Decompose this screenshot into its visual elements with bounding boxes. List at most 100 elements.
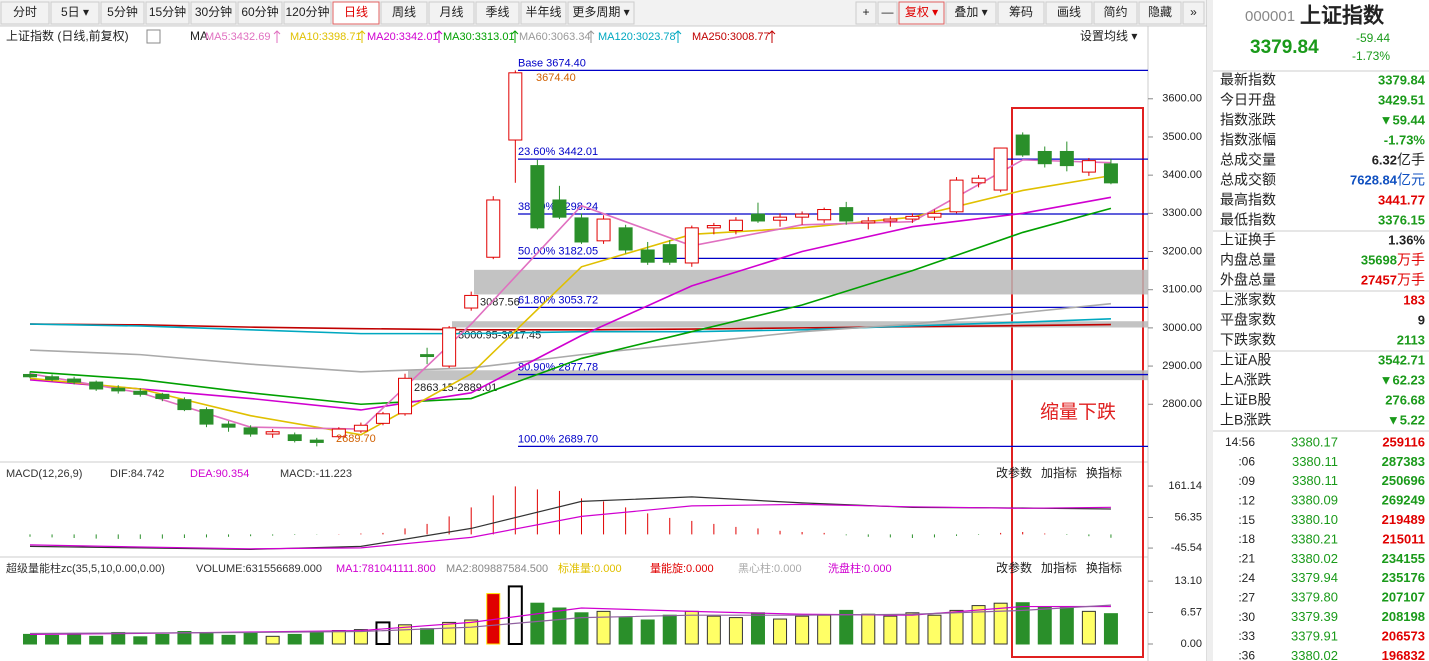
y-tick-label: 3200.00: [1162, 245, 1202, 257]
tool-label[interactable]: 叠加 ▾: [954, 5, 987, 19]
fib-label: 23.60% 3442.01: [518, 146, 598, 158]
tab-label[interactable]: 120分钟: [285, 4, 329, 19]
row-value: 9: [1418, 312, 1425, 327]
tab[interactable]: [50, 1, 100, 25]
volume-bar: [287, 633, 302, 645]
tool-button[interactable]: [1182, 1, 1205, 25]
row-label: 上证A股: [1220, 352, 1271, 368]
trade-price: 3380.02: [1291, 551, 1338, 566]
candle-body: [1103, 163, 1118, 184]
candle-body: [1059, 150, 1074, 167]
candle-body: [67, 378, 82, 383]
ma-line: [29, 174, 1112, 436]
candle-body: [420, 354, 435, 358]
tab-label[interactable]: 15分钟: [149, 4, 186, 19]
tab[interactable]: [475, 1, 520, 25]
candle-body: [243, 427, 258, 435]
tab-label[interactable]: 更多周期 ▾: [572, 5, 629, 19]
volume-bar: [177, 631, 192, 645]
tab[interactable]: [428, 1, 475, 25]
trade-price: 3379.80: [1291, 590, 1338, 605]
tab[interactable]: [283, 1, 332, 25]
row-value: ▼5.22: [1387, 412, 1425, 427]
panel-button[interactable]: 改参数: [996, 465, 1032, 480]
fib-label: 100.0% 2689.70: [518, 433, 598, 445]
quote-change: -59.44: [1356, 31, 1390, 45]
candle-body: [552, 199, 567, 218]
tool-button[interactable]: [1138, 1, 1182, 25]
tool-button[interactable]: [997, 1, 1045, 25]
trade-price: 3380.02: [1291, 648, 1338, 661]
trade-volume: 206573: [1382, 628, 1425, 643]
volume-bar: [773, 618, 788, 645]
tool-button[interactable]: [877, 1, 898, 25]
row-value: 7628.84: [1350, 172, 1398, 187]
panel-button[interactable]: 改参数: [996, 560, 1032, 575]
ma-line: [29, 207, 1112, 406]
tab[interactable]: [567, 1, 635, 25]
panel-button[interactable]: 换指标: [1086, 560, 1122, 575]
tab-label[interactable]: 季线: [485, 5, 509, 19]
tab[interactable]: [190, 1, 237, 25]
tab[interactable]: [332, 1, 380, 25]
tab-label[interactable]: 5日 ▾: [61, 5, 89, 19]
trade-time: 14:56: [1225, 435, 1255, 449]
tool-label[interactable]: 隐藏: [1148, 5, 1172, 19]
tab-label[interactable]: 分时: [13, 5, 37, 19]
trade-price: 3379.91: [1291, 628, 1338, 643]
ma-legend: MA5:3432.69: [205, 31, 270, 43]
tab[interactable]: [145, 1, 190, 25]
tool-button[interactable]: [945, 1, 997, 25]
volume-bar: [927, 614, 942, 645]
candle-body: [750, 213, 765, 222]
fib-label: Base 3674.40: [518, 57, 586, 69]
tool-button[interactable]: [1093, 1, 1138, 25]
tool-button[interactable]: [855, 1, 877, 25]
tool-label[interactable]: +: [862, 5, 869, 19]
panel-button[interactable]: 加指标: [1041, 560, 1077, 575]
tab-label[interactable]: 周线: [392, 5, 416, 19]
panel-button[interactable]: 换指标: [1086, 465, 1122, 480]
ma-setting[interactable]: 设置均线 ▾: [1080, 29, 1137, 43]
help-icon[interactable]: [146, 29, 161, 44]
volume-bar: [993, 602, 1008, 645]
ma-arrow: [273, 30, 281, 43]
volume-label: 超级量能柱zc(35,5,10,0.00,0.00): [6, 561, 165, 575]
tab-label[interactable]: 60分钟: [241, 4, 278, 19]
tool-label[interactable]: »: [1190, 5, 1197, 19]
volume-label: VOLUME:631556689.000: [196, 563, 322, 575]
gap-label: 3087.56: [480, 296, 520, 308]
ma-arrow: [674, 30, 682, 43]
fib-label: 50.00% 3182.05: [518, 245, 598, 257]
tab[interactable]: [520, 1, 567, 25]
tool-button[interactable]: [1045, 1, 1093, 25]
tool-label[interactable]: 简约: [1103, 4, 1127, 19]
tab-label[interactable]: 月线: [439, 5, 463, 19]
tab[interactable]: [0, 1, 50, 25]
splitter[interactable]: [1207, 0, 1213, 661]
tool-label[interactable]: 筹码: [1009, 5, 1033, 19]
tab[interactable]: [100, 1, 145, 25]
candle-body: [905, 215, 920, 220]
tab-label[interactable]: 5分钟: [107, 4, 138, 19]
tool-label[interactable]: —: [882, 5, 894, 19]
tool-label[interactable]: 画线: [1057, 5, 1081, 19]
tab[interactable]: [380, 1, 428, 25]
fib-label: 61.80% 3053.72: [518, 294, 598, 306]
candle-body: [618, 227, 633, 251]
tab-label[interactable]: 日线: [344, 5, 368, 19]
tab[interactable]: [237, 1, 283, 25]
panel-button[interactable]: 加指标: [1041, 465, 1077, 480]
tab-label[interactable]: 30分钟: [195, 4, 232, 19]
trade-price: 3380.11: [1292, 473, 1338, 488]
tool-label[interactable]: 复权 ▾: [905, 5, 938, 19]
volume-bar: [23, 633, 37, 645]
candle-body: [861, 220, 876, 224]
tool-button[interactable]: [898, 1, 945, 25]
candle-body: [353, 424, 368, 432]
volume-bar: [728, 617, 743, 645]
volume-bar: [750, 612, 765, 645]
tab-label[interactable]: 半年线: [525, 5, 561, 19]
volume-bar: [199, 631, 214, 645]
